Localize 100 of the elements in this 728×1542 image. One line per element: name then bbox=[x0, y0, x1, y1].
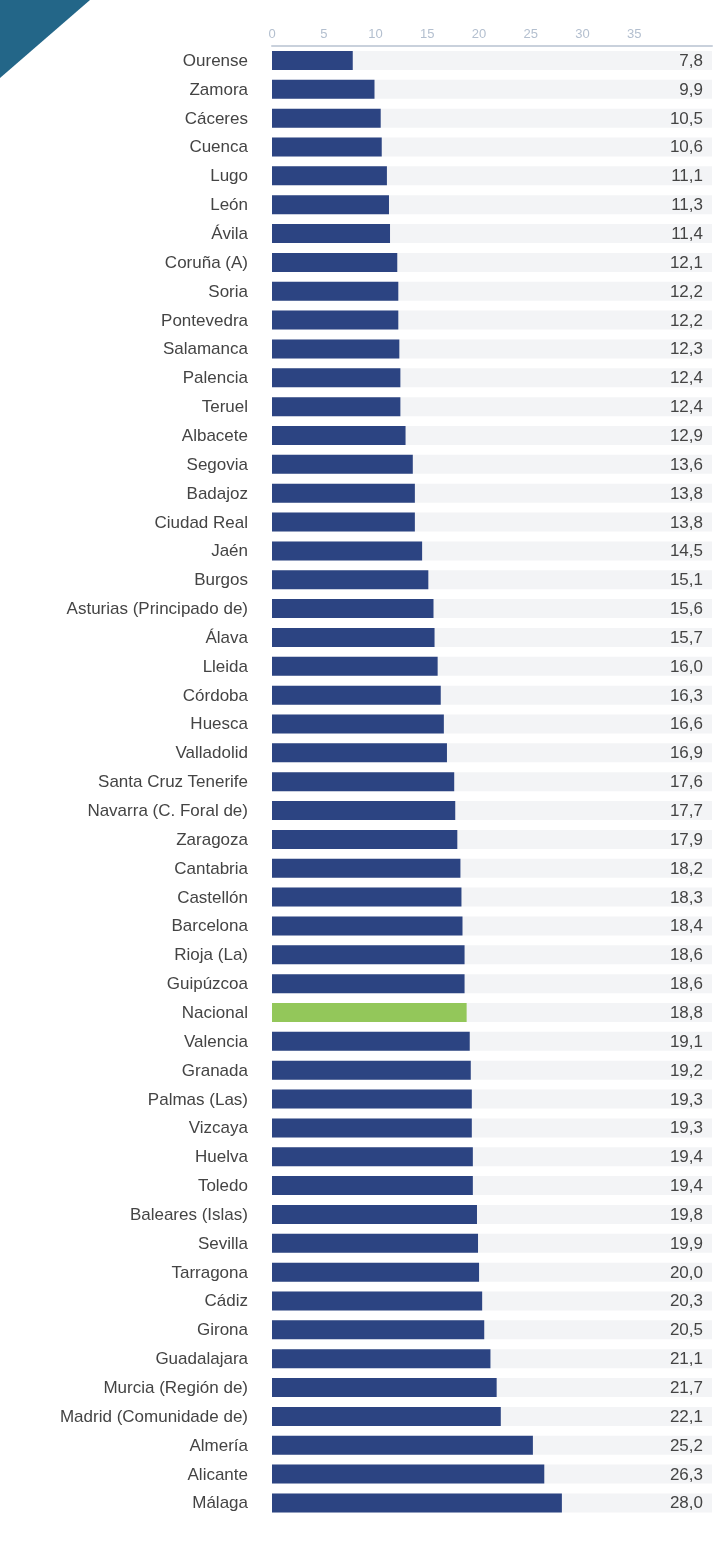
x-tick-label: 15 bbox=[420, 26, 435, 41]
data-label: 16,3 bbox=[669, 685, 703, 705]
y-tick-label: Ourense bbox=[182, 50, 248, 70]
y-tick-label: Barcelona bbox=[171, 916, 249, 936]
data-label: 11,1 bbox=[671, 166, 703, 186]
x-tick-label: 25 bbox=[523, 26, 539, 41]
data-label: 11,4 bbox=[671, 224, 703, 244]
y-tick-label: Málaga bbox=[192, 1493, 249, 1513]
y-tick-label: Segovia bbox=[186, 454, 249, 474]
data-label: 9,9 bbox=[679, 79, 703, 99]
data-label: 18,6 bbox=[669, 974, 703, 994]
y-tick-label: Nacional bbox=[181, 1002, 248, 1022]
data-label: 19,3 bbox=[669, 1089, 703, 1109]
data-label: 21,7 bbox=[669, 1378, 703, 1398]
y-tick-label: Sevilla bbox=[197, 1233, 249, 1253]
y-tick-label: Alicante bbox=[187, 1464, 248, 1484]
data-label: 12,4 bbox=[669, 368, 703, 388]
y-tick-label: Burgos bbox=[194, 570, 248, 590]
data-label: 12,2 bbox=[669, 281, 703, 301]
y-tick-label: Ávila bbox=[211, 224, 249, 244]
x-tick-label: 30 bbox=[575, 26, 590, 41]
data-label: 13,8 bbox=[669, 512, 703, 532]
data-label: 20,5 bbox=[669, 1320, 703, 1340]
data-label: 18,6 bbox=[669, 945, 703, 965]
y-tick-label: Cádiz bbox=[204, 1291, 248, 1311]
y-tick-label: Salamanca bbox=[162, 339, 249, 359]
y-tick-label: Córdoba bbox=[182, 685, 249, 705]
y-tick-label: Pontevedra bbox=[161, 310, 249, 330]
y-tick-label: Cantabria bbox=[174, 858, 249, 878]
x-tick-label: 5 bbox=[320, 26, 328, 41]
x-tick-label: 0 bbox=[268, 26, 276, 41]
data-label: 15,7 bbox=[669, 627, 703, 647]
y-tick-label: Ciudad Real bbox=[154, 512, 248, 532]
y-tick-label: Cáceres bbox=[184, 108, 248, 128]
y-tick-label: Guipúzcoa bbox=[166, 974, 249, 994]
data-label: 25,2 bbox=[669, 1435, 703, 1455]
y-tick-label: Cuenca bbox=[189, 137, 249, 157]
data-label: 26,3 bbox=[669, 1464, 703, 1484]
y-tick-label: Tarragona bbox=[171, 1262, 249, 1282]
y-tick-label: Castellón bbox=[177, 887, 248, 907]
bar bbox=[272, 108, 381, 128]
data-label: 18,3 bbox=[669, 887, 703, 907]
data-label: 18,2 bbox=[669, 858, 703, 878]
data-label: 12,4 bbox=[669, 397, 703, 417]
x-tick-label: 10 bbox=[368, 26, 383, 41]
y-tick-label: Coruña (A) bbox=[164, 252, 248, 272]
data-label: 28,0 bbox=[669, 1493, 703, 1513]
data-label: 18,4 bbox=[669, 916, 703, 936]
data-label: 13,8 bbox=[669, 483, 703, 503]
data-label: 19,9 bbox=[669, 1233, 703, 1253]
bar bbox=[272, 79, 375, 99]
data-label: 21,1 bbox=[669, 1349, 703, 1369]
y-tick-label: Lugo bbox=[210, 166, 248, 186]
data-label: 10,6 bbox=[669, 137, 703, 157]
data-label: 12,2 bbox=[669, 310, 703, 330]
y-tick-label: Valladolid bbox=[175, 743, 248, 763]
y-tick-label: Almería bbox=[189, 1435, 249, 1455]
data-label: 12,9 bbox=[669, 425, 703, 445]
data-label: 13,6 bbox=[669, 454, 703, 474]
y-tick-label: Teruel bbox=[201, 397, 248, 417]
data-label: 19,4 bbox=[669, 1176, 703, 1196]
data-label: 14,5 bbox=[669, 541, 703, 561]
y-tick-label: Guadalajara bbox=[155, 1349, 249, 1369]
y-tick-label: Lleida bbox=[202, 656, 249, 676]
y-tick-label: Jaén bbox=[211, 541, 248, 561]
y-tick-label: Valencia bbox=[184, 1031, 249, 1051]
y-tick-label: Badajoz bbox=[186, 483, 248, 503]
data-label: 19,4 bbox=[669, 1147, 703, 1167]
y-tick-label: Murcia (Región de) bbox=[103, 1378, 248, 1398]
y-tick-label: Santa Cruz Tenerife bbox=[98, 772, 248, 792]
data-label: 19,8 bbox=[669, 1204, 703, 1224]
y-tick-label: Huelva bbox=[195, 1147, 249, 1167]
data-label: 7,8 bbox=[679, 50, 703, 70]
data-label: 19,1 bbox=[669, 1031, 703, 1051]
y-tick-label: Zamora bbox=[189, 79, 249, 99]
y-tick-label: Madrid (Comunidade de) bbox=[59, 1406, 248, 1426]
y-tick-label: Rioja (La) bbox=[174, 945, 248, 965]
data-label: 16,0 bbox=[669, 656, 703, 676]
data-label: 20,0 bbox=[669, 1262, 703, 1282]
y-tick-label: Palencia bbox=[182, 368, 249, 388]
y-tick-label: Navarra (C. Foral de) bbox=[87, 801, 248, 821]
y-tick-label: Asturias (Principado de) bbox=[66, 599, 248, 619]
data-label: 12,3 bbox=[669, 339, 703, 359]
data-label: 12,1 bbox=[669, 252, 703, 272]
y-tick-label: Zaragoza bbox=[176, 829, 249, 849]
data-label: 18,8 bbox=[669, 1002, 703, 1022]
data-label: 19,2 bbox=[669, 1060, 703, 1080]
data-label: 22,1 bbox=[669, 1406, 703, 1426]
y-tick-label: Álava bbox=[205, 627, 249, 647]
data-label: 11,3 bbox=[671, 195, 703, 215]
data-label: 10,5 bbox=[669, 108, 703, 128]
y-tick-label: Soria bbox=[208, 281, 249, 301]
y-tick-label: Palmas (Las) bbox=[147, 1089, 248, 1109]
y-tick-label: León bbox=[210, 195, 248, 215]
data-label: 17,7 bbox=[669, 801, 703, 821]
data-label: 17,9 bbox=[669, 829, 703, 849]
data-label: 16,9 bbox=[669, 743, 703, 763]
data-label: 20,3 bbox=[669, 1291, 703, 1311]
data-label: 19,3 bbox=[669, 1118, 703, 1138]
data-label: 17,6 bbox=[669, 772, 703, 792]
